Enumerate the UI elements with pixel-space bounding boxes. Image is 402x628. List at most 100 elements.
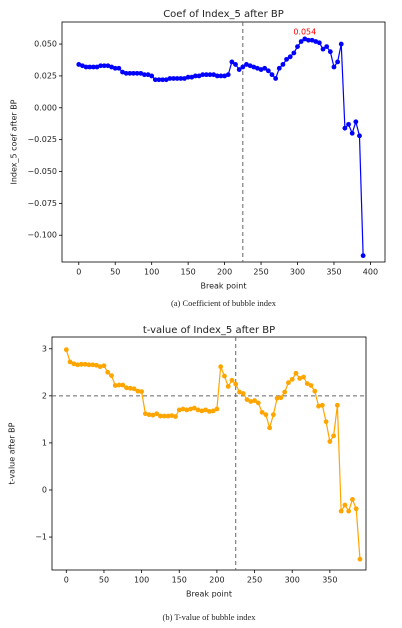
data-point xyxy=(218,364,224,370)
data-point xyxy=(334,402,340,408)
data-point xyxy=(252,398,257,403)
data-point xyxy=(265,68,271,74)
x-tick-label: 300 xyxy=(285,576,300,585)
data-point xyxy=(195,407,201,413)
data-point xyxy=(229,59,235,65)
data-point xyxy=(284,56,289,62)
data-point xyxy=(331,433,337,439)
data-point xyxy=(75,362,81,368)
x-tick-label: 350 xyxy=(322,576,337,585)
y-tick-label: 0 xyxy=(42,485,47,494)
data-point xyxy=(196,73,202,79)
data-point xyxy=(240,64,246,70)
data-point xyxy=(316,403,321,409)
data-point xyxy=(63,347,69,353)
data-point xyxy=(274,395,280,401)
data-point xyxy=(319,402,325,408)
data-point xyxy=(338,41,344,47)
data-point xyxy=(346,508,352,514)
x-tick-label: 50 xyxy=(110,268,120,277)
x-tick-label: 200 xyxy=(209,576,224,585)
data-point xyxy=(171,76,176,81)
data-point xyxy=(244,62,249,67)
data-point xyxy=(182,76,187,81)
data-point xyxy=(282,389,288,395)
data-point xyxy=(67,359,73,365)
data-point xyxy=(156,77,162,83)
data-point xyxy=(342,502,348,508)
data-point xyxy=(142,411,148,417)
data-point xyxy=(154,411,160,417)
data-point xyxy=(357,556,363,562)
chart-title: Coef of Index_5 after BP xyxy=(163,9,284,20)
x-tick-label: 100 xyxy=(134,576,149,585)
data-point xyxy=(76,62,82,67)
data-point xyxy=(109,373,114,378)
y-tick-label: −0.100 xyxy=(27,231,57,240)
caption: (a) Coefficient of bubble index xyxy=(171,298,277,308)
data-point xyxy=(237,389,242,395)
chart-panel: t-value of Index_5 after BP Break point t-… xyxy=(8,325,367,622)
data-point xyxy=(206,408,212,414)
data-point xyxy=(251,64,257,70)
data-point xyxy=(203,72,209,78)
data-point xyxy=(222,73,227,79)
data-point xyxy=(289,376,295,382)
data-point xyxy=(353,506,359,512)
data-point xyxy=(312,388,318,394)
data-point xyxy=(244,397,250,403)
y-tick-label: 0.050 xyxy=(34,40,57,49)
data-point xyxy=(131,70,136,76)
x-tick-label: 300 xyxy=(290,268,305,277)
series-line xyxy=(65,349,361,560)
data-point xyxy=(135,388,141,394)
data-point xyxy=(342,125,348,131)
data-point xyxy=(267,425,273,431)
y-tick-label: −0.050 xyxy=(27,167,57,176)
data-point xyxy=(240,391,246,396)
data-point xyxy=(248,399,254,404)
x-tick-label: 150 xyxy=(180,268,195,277)
data-point xyxy=(247,63,253,69)
data-point xyxy=(316,40,322,46)
y-tick-label: 3 xyxy=(42,344,47,353)
data-point xyxy=(301,374,306,380)
data-point xyxy=(286,380,291,386)
data-point xyxy=(255,400,261,406)
data-point xyxy=(71,361,77,367)
data-point xyxy=(127,70,133,76)
data-point xyxy=(169,413,175,419)
x-tick-label: 200 xyxy=(217,268,232,277)
data-point xyxy=(287,54,293,60)
data-point xyxy=(193,73,198,79)
data-point xyxy=(141,72,147,78)
x-tick-label: 0 xyxy=(64,576,69,585)
data-point xyxy=(255,65,260,71)
data-point xyxy=(152,77,158,83)
y-tick-label: −0.075 xyxy=(27,199,57,208)
caption: (b) T-value of bubble index xyxy=(162,612,256,622)
data-point xyxy=(116,382,122,388)
data-point xyxy=(280,62,286,67)
data-point xyxy=(236,67,242,72)
data-point xyxy=(276,65,282,71)
data-point xyxy=(163,77,169,83)
data-point xyxy=(346,121,351,127)
data-point xyxy=(112,383,118,388)
x-tick-label: 0 xyxy=(76,268,81,277)
data-point xyxy=(105,369,111,375)
data-point xyxy=(139,389,145,395)
data-point xyxy=(158,413,163,419)
data-point xyxy=(302,36,308,42)
data-point xyxy=(150,412,156,418)
data-point xyxy=(87,64,93,70)
data-point xyxy=(188,406,193,412)
y-tick-label: −0.025 xyxy=(27,135,57,144)
data-point xyxy=(304,381,310,386)
data-point xyxy=(199,408,205,414)
data-point xyxy=(350,496,355,502)
data-point xyxy=(278,395,284,401)
data-point xyxy=(233,381,239,387)
data-point xyxy=(176,407,182,413)
